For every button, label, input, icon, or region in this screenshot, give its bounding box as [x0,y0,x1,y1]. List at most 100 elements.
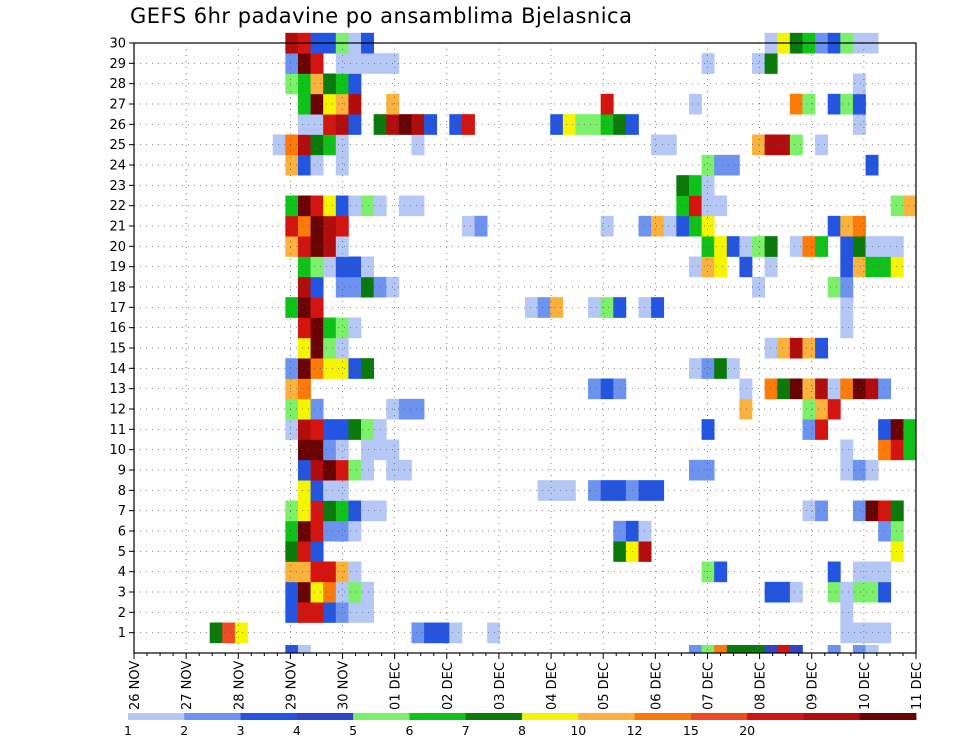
heatmap-cell [852,114,866,135]
heatmap-cell [840,236,854,257]
heatmap-cell [285,297,299,318]
heatmap-cell [726,645,740,654]
heatmap-cell [890,419,904,440]
heatmap-cell [310,93,324,115]
heatmap-cell [297,645,311,654]
heatmap-cell [852,459,866,481]
heatmap-cell [890,541,904,562]
grid [134,42,917,653]
y-tick-label: 15 [109,342,126,357]
heatmap-cell [272,134,286,156]
x-tick-label: 05 DEC [597,662,612,710]
x-tick-label: 02 DEC [441,662,456,710]
heatmap-cell [789,645,803,654]
heatmap-cell [827,93,841,115]
heatmap-cell [285,520,299,542]
heatmap-cell [310,317,324,339]
y-tick-label: 23 [109,179,126,194]
heatmap-cell [310,419,324,440]
heatmap-cell [285,398,299,420]
heatmap-cell [348,114,362,135]
heatmap-cell [335,602,349,623]
heatmap-cell [297,581,311,603]
y-tick-label: 10 [109,443,126,458]
heatmap-cell [297,134,311,156]
heatmap-cell [348,317,362,339]
heatmap-cell [613,378,627,400]
heatmap-cell [739,398,753,420]
colorbar-label: 10 [570,723,586,738]
heatmap-cell [651,215,665,237]
heatmap-cell [335,134,349,156]
x-tick-label: 03 DEC [493,662,508,710]
heatmap-cell [802,398,816,420]
heatmap-cell [297,439,311,461]
heatmap-cell [802,236,816,257]
heatmap-cell [890,256,904,278]
y-tick-label: 26 [109,118,126,133]
heatmap-cell [297,602,311,623]
heatmap-cell [335,520,349,542]
heatmap-cell [701,53,715,74]
heatmap-cell [726,154,740,176]
heatmap-cell [310,195,324,217]
heatmap-cell [588,480,602,501]
heatmap-cell [827,398,841,420]
heatmap-cell [903,195,917,217]
heatmap-cell [613,520,627,542]
heatmap-cells [209,32,917,654]
heatmap-cell [802,93,816,115]
x-tick-label: 10 DEC [858,662,873,710]
y-tick-label: 22 [109,199,126,214]
heatmap-cell [424,622,438,644]
heatmap-cell [323,561,337,583]
heatmap-cell [852,581,866,603]
heatmap-cell [789,337,803,359]
heatmap-cell [777,378,791,400]
heatmap-cell [815,337,829,359]
heatmap-cell [827,378,841,400]
heatmap-cell [348,602,362,623]
heatmap-cell [361,256,374,278]
heatmap-cell [789,378,803,400]
y-tick-label: 28 [109,77,126,92]
heatmap-cell [411,195,425,217]
heatmap-cell [310,276,324,298]
heatmap-cell [789,93,803,115]
heatmap-cell [285,500,299,522]
heatmap-cell [310,114,324,135]
heatmap-cell [701,256,715,278]
heatmap-cell [827,581,841,603]
heatmap-cell [739,256,753,278]
heatmap-cell [701,459,715,481]
heatmap-cell [890,439,904,461]
heatmap-cell [890,195,904,217]
heatmap-cell [701,645,715,654]
heatmap-cell [335,53,349,74]
heatmap-cell [840,256,854,278]
y-tick-label: 1 [118,626,126,641]
heatmap-cell [310,297,324,318]
colorbar-segment [859,713,917,720]
x-tick-label: 06 DEC [649,662,664,710]
heatmap-cell [764,236,778,257]
y-tick-label: 29 [109,57,126,72]
heatmap-cell [335,419,349,440]
heatmap-cell [903,419,917,440]
heatmap-cell [323,358,337,379]
heatmap-cell [903,439,917,461]
heatmap-cell [310,73,324,95]
heatmap-cell [701,175,715,196]
colorbar-segment [747,713,804,720]
heatmap-cell [297,297,311,318]
heatmap-cell [676,215,690,237]
heatmap-cell [840,581,854,603]
heatmap-cell [840,215,854,237]
heatmap-cell [297,541,311,562]
heatmap-cell [297,154,311,176]
heatmap-cell [310,602,324,623]
heatmap-cell [348,500,362,522]
heatmap-cell [537,297,551,318]
heatmap-cell [348,459,362,481]
